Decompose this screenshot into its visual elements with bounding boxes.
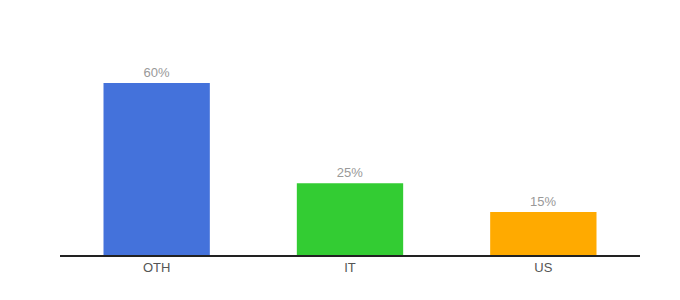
svg-text:IT: IT — [344, 260, 356, 275]
svg-text:US: US — [534, 260, 552, 275]
svg-text:60%: 60% — [143, 65, 169, 80]
svg-text:25%: 25% — [337, 165, 363, 180]
svg-text:15%: 15% — [530, 194, 556, 209]
svg-text:OTH: OTH — [143, 260, 170, 275]
